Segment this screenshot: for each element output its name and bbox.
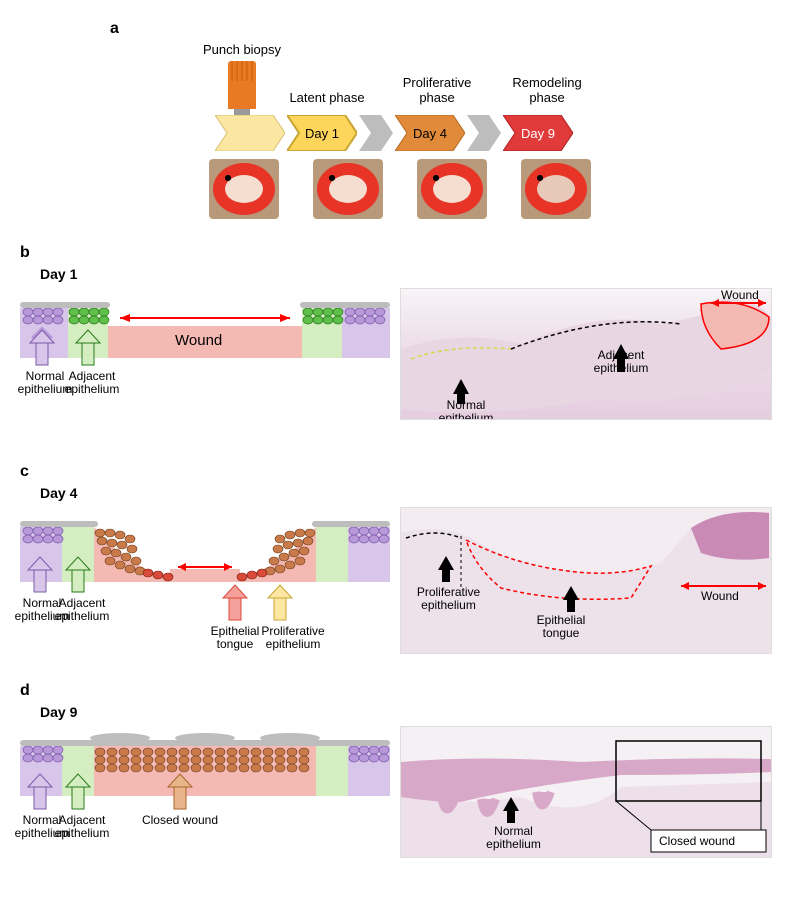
chevron-gap2 — [467, 115, 501, 151]
panel-c-adjacent: Adjacent epithelium — [52, 597, 112, 623]
wound-photo-row — [209, 159, 591, 219]
biopsy-tool-icon — [228, 61, 256, 119]
panel-d-diagram: Normal epithelium Adjacent epithelium Cl… — [20, 726, 390, 876]
wound-photo-0 — [209, 159, 279, 219]
panel-b-wound-text: Wound — [175, 332, 222, 349]
panel-c-h-prolif: Proliferative epithelium — [411, 586, 486, 612]
panel-b-h-adjacent: Adjacent epithelium — [586, 349, 656, 375]
phase-label-proliferative: Proliferative phase — [397, 76, 477, 105]
chevron-day4: Day 4 — [395, 115, 465, 151]
panel-c-tongue: Epithelial tongue — [205, 625, 265, 651]
chevron-day9: Day 9 — [503, 115, 573, 151]
panel-d-day: Day 9 — [40, 704, 777, 720]
chevron-day1-text: Day 1 — [305, 126, 339, 141]
panel-a-content: Punch biopsy Latent phase Proliferative … — [120, 42, 670, 219]
panel-b-svg — [20, 288, 390, 438]
panel-c-day: Day 4 — [40, 485, 777, 501]
panel-b-label: b — [20, 244, 777, 262]
chevron-row: Day 1 Day 4 Day 9 — [215, 115, 575, 151]
chevron-day9-text: Day 9 — [521, 126, 555, 141]
panel-d-label: d — [20, 682, 777, 700]
panel-a-label: a — [110, 20, 777, 38]
chevron-day4-text: Day 4 — [413, 126, 447, 141]
panel-a: a Punch biopsy Latent phase Proliferativ… — [20, 20, 777, 219]
panel-b-day: Day 1 — [40, 266, 777, 282]
panel-b-h-normal: Normal epithelium — [431, 399, 501, 420]
panel-c-h-wound: Wound — [701, 590, 739, 603]
figure-root: a Punch biopsy Latent phase Proliferativ… — [20, 20, 777, 876]
panel-c-histology: Proliferative epithelium Epithelial tong… — [400, 507, 772, 654]
panel-d: d Day 9 — [20, 682, 777, 876]
panel-c-h-tongue: Epithelial tongue — [526, 614, 596, 640]
panel-b-h-wound: Wound — [721, 289, 759, 302]
chevron-gap1 — [359, 115, 393, 151]
biopsy-column: Punch biopsy — [203, 42, 281, 119]
wound-photo-3 — [521, 159, 591, 219]
wound-photo-2 — [417, 159, 487, 219]
panel-b-diagram: Wound Normal epithelium Adjacent epithel… — [20, 288, 390, 438]
panel-d-histology: Normal epithelium Closed wound — [400, 726, 772, 858]
panel-c-prolif: Proliferative epithelium — [258, 625, 328, 651]
panel-c-diagram: Normal epithelium Adjacent epithelium Ep… — [20, 507, 390, 657]
panel-c: c Day 4 — [20, 463, 777, 657]
panel-d-h-normal: Normal epithelium — [476, 825, 551, 851]
panel-d-h-closed: Closed wound — [659, 835, 735, 848]
panel-c-label: c — [20, 463, 777, 481]
panel-d-closed: Closed wound — [135, 814, 225, 827]
panel-b: b Day 1 — [20, 244, 777, 438]
chevron-blank — [215, 115, 285, 151]
phase-label-latent: Latent phase — [287, 91, 367, 105]
panel-b-adjacent-caption: Adjacent epithelium — [62, 370, 122, 396]
panel-d-adjacent: Adjacent epithelium — [52, 814, 112, 840]
wound-photo-1 — [313, 159, 383, 219]
panel-b-histology: Normal epithelium Adjacent epithelium Wo… — [400, 288, 772, 420]
chevron-day1: Day 1 — [287, 115, 357, 151]
phase-label-remodeling: Remodeling phase — [507, 76, 587, 105]
biopsy-label: Punch biopsy — [203, 42, 281, 57]
